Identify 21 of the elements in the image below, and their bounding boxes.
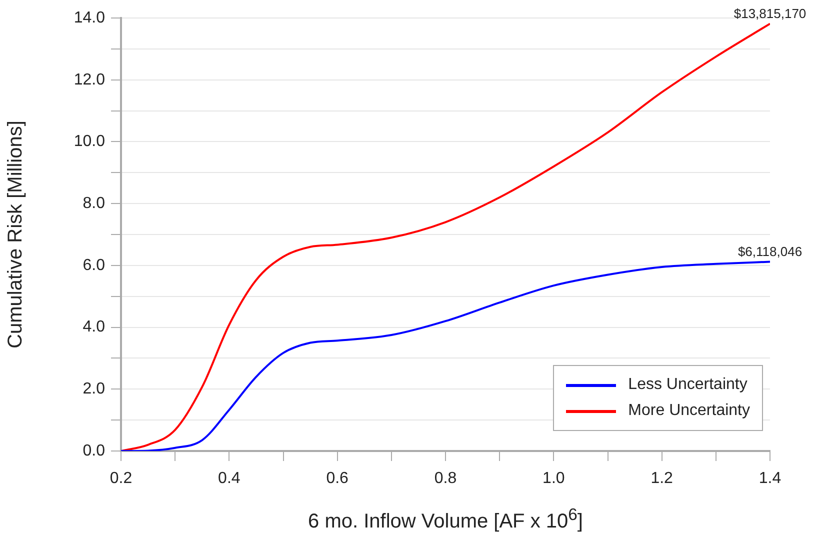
y-tick-label: 6.0: [82, 256, 106, 274]
x-tick-label: 1.2: [650, 470, 674, 488]
legend-label: Less Uncertainty: [628, 375, 748, 395]
y-tick-label: 10.0: [74, 133, 106, 150]
annotation: $13,815,170: [734, 6, 806, 21]
x-tick-label: 0.2: [110, 470, 132, 488]
x-tick-label: 1.4: [758, 470, 782, 488]
y-tick-label: 4.0: [82, 318, 106, 336]
x-axis-title: 6 mo. Inflow Volume [AF x 10$^{6}$]: [307, 505, 584, 534]
x-tick-label: 0.6: [326, 470, 349, 488]
y-tick-label: 2.0: [82, 380, 106, 398]
y-tick-label: 0.0: [82, 442, 106, 460]
legend-label: More Uncertainty: [628, 401, 750, 421]
y-tick-label: 8.0: [82, 194, 106, 212]
x-tick-label: 0.4: [218, 470, 240, 488]
x-tick-label: 1.0: [542, 470, 565, 488]
annotation: $6,118,046: [738, 244, 802, 259]
y-tick-label: 12.0: [74, 71, 106, 88]
x-tick-label: 0.8: [434, 470, 457, 488]
y-tick-label: 14.0: [74, 9, 106, 26]
y-axis-title: Cumulative Risk [Millions]: [4, 120, 27, 348]
